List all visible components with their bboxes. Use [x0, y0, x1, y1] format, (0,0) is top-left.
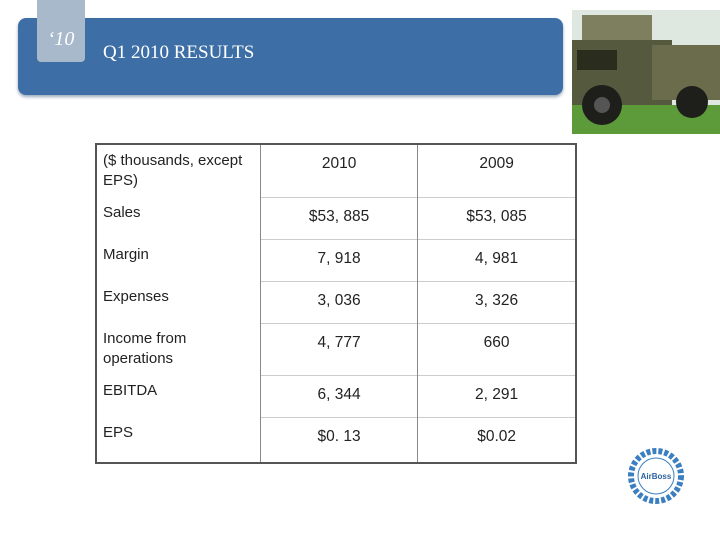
logo-text: AirBoss	[641, 472, 672, 481]
header-cell: ($ thousands, except EPS)	[103, 152, 243, 189]
table-cell: 6, 344	[259, 374, 418, 417]
logo: AirBoss	[628, 448, 684, 504]
table-cell: 4, 777	[259, 322, 418, 375]
table-cell: Sales	[103, 204, 141, 221]
table-cell: 4, 981	[417, 238, 576, 281]
table-cell: Margin	[103, 246, 149, 263]
table-cell: 2, 291	[417, 374, 576, 417]
table-cell: $53, 885	[259, 196, 418, 239]
header-cell: 2009	[417, 144, 576, 197]
table-row: Margin 7, 918 4, 981	[96, 238, 576, 281]
table-row: ($ thousands, except EPS) 2010 2009	[96, 144, 576, 197]
table-cell: $0.02	[417, 416, 576, 463]
table-cell: Expenses	[103, 288, 169, 305]
table-cell: Income from operations	[103, 330, 187, 367]
table-row: EPS $0. 13 $0.02	[96, 416, 576, 463]
table-cell: 7, 918	[259, 238, 418, 281]
table-cell: $53, 085	[417, 196, 576, 239]
header-cell: 2010	[259, 144, 418, 197]
table-row: Income from operations 4, 777 660	[96, 322, 576, 375]
table-cell: 660	[417, 322, 576, 375]
table-cell: EBITDA	[103, 382, 158, 399]
photo	[572, 10, 720, 134]
table-cell: 3, 036	[259, 280, 418, 323]
table-cell: 3, 326	[417, 280, 576, 323]
results-table: ($ thousands, except EPS) 2010 2009 Sales $5…	[95, 143, 577, 464]
table-cell: EPS	[103, 424, 134, 441]
year-badge: ‘10	[37, 0, 85, 62]
title-banner	[18, 18, 563, 95]
table-cell: $0. 13	[259, 416, 418, 463]
table-row: Expenses 3, 036 3, 326	[96, 280, 576, 323]
table-row: Sales $53, 885 $53, 085	[96, 196, 576, 239]
table-row: EBITDA 6, 344 2, 291	[96, 374, 576, 417]
slide-title: Q1 2010 RESULTS	[103, 42, 255, 63]
